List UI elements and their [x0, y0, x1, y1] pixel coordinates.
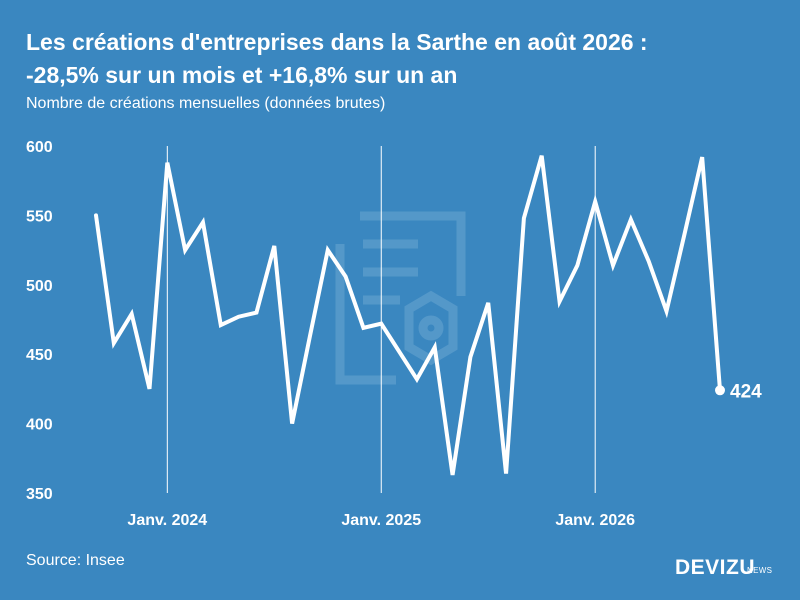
brand-logo: DEVIZU [675, 556, 756, 579]
data-point [201, 220, 205, 224]
chart-title: Les créations d'entreprises dans la Sart… [26, 26, 786, 92]
data-point [593, 200, 597, 204]
chart-title-line-2: -28,5% sur un mois et +16,8% sur un an [26, 62, 458, 88]
chart-subtitle: Nombre de créations mensuelles (données … [26, 95, 386, 112]
y-tick-label: 450 [26, 347, 53, 364]
y-axis: 350 400 450 500 550 600 [26, 139, 53, 503]
data-point [486, 301, 490, 305]
data-point [415, 377, 419, 381]
data-point [290, 422, 294, 426]
y-tick-label: 500 [26, 278, 53, 295]
data-point [611, 263, 615, 267]
data-point [147, 387, 151, 391]
data-point [575, 263, 579, 267]
x-tick-label: Janv. 2024 [127, 512, 207, 529]
x-tick-label: Janv. 2025 [341, 512, 421, 529]
watermark-document-icon [335, 211, 466, 385]
data-point [165, 161, 169, 165]
data-point [94, 213, 98, 217]
data-point [326, 248, 330, 252]
y-tick-label: 400 [26, 417, 53, 434]
data-point [308, 334, 312, 338]
data-point [451, 473, 455, 477]
data-point [361, 326, 365, 330]
data-point [379, 322, 383, 326]
data-point [682, 233, 686, 237]
data-point [237, 315, 241, 319]
data-point [254, 311, 258, 315]
data-point [433, 345, 437, 349]
data-point [397, 349, 401, 353]
last-value-label: 424 [730, 381, 762, 402]
data-point [665, 309, 669, 313]
chart-title-line-1: Les créations d'entreprises dans la Sart… [26, 29, 648, 55]
y-tick-label: 550 [26, 208, 53, 225]
y-tick-label: 600 [26, 139, 53, 156]
data-point [219, 323, 223, 327]
data-point [504, 472, 508, 476]
series-line [94, 155, 722, 476]
data-point [112, 341, 116, 345]
data-point [700, 155, 704, 159]
brand-logo-suffix: NEWS [747, 566, 773, 575]
last-point-marker [715, 385, 725, 396]
data-point [647, 259, 651, 263]
y-tick-label: 350 [26, 486, 53, 503]
source-note: Source: Insee [26, 552, 125, 569]
data-point [272, 244, 276, 248]
data-point [629, 218, 633, 222]
data-point [468, 355, 472, 359]
data-point [558, 299, 562, 303]
data-point [522, 216, 526, 220]
data-point [344, 274, 348, 278]
data-point [183, 248, 187, 252]
x-axis: Janv. 2024 Janv. 2025 Janv. 2026 [127, 512, 635, 529]
x-tick-label: Janv. 2026 [555, 512, 635, 529]
data-point [130, 312, 134, 316]
data-point [540, 154, 544, 158]
